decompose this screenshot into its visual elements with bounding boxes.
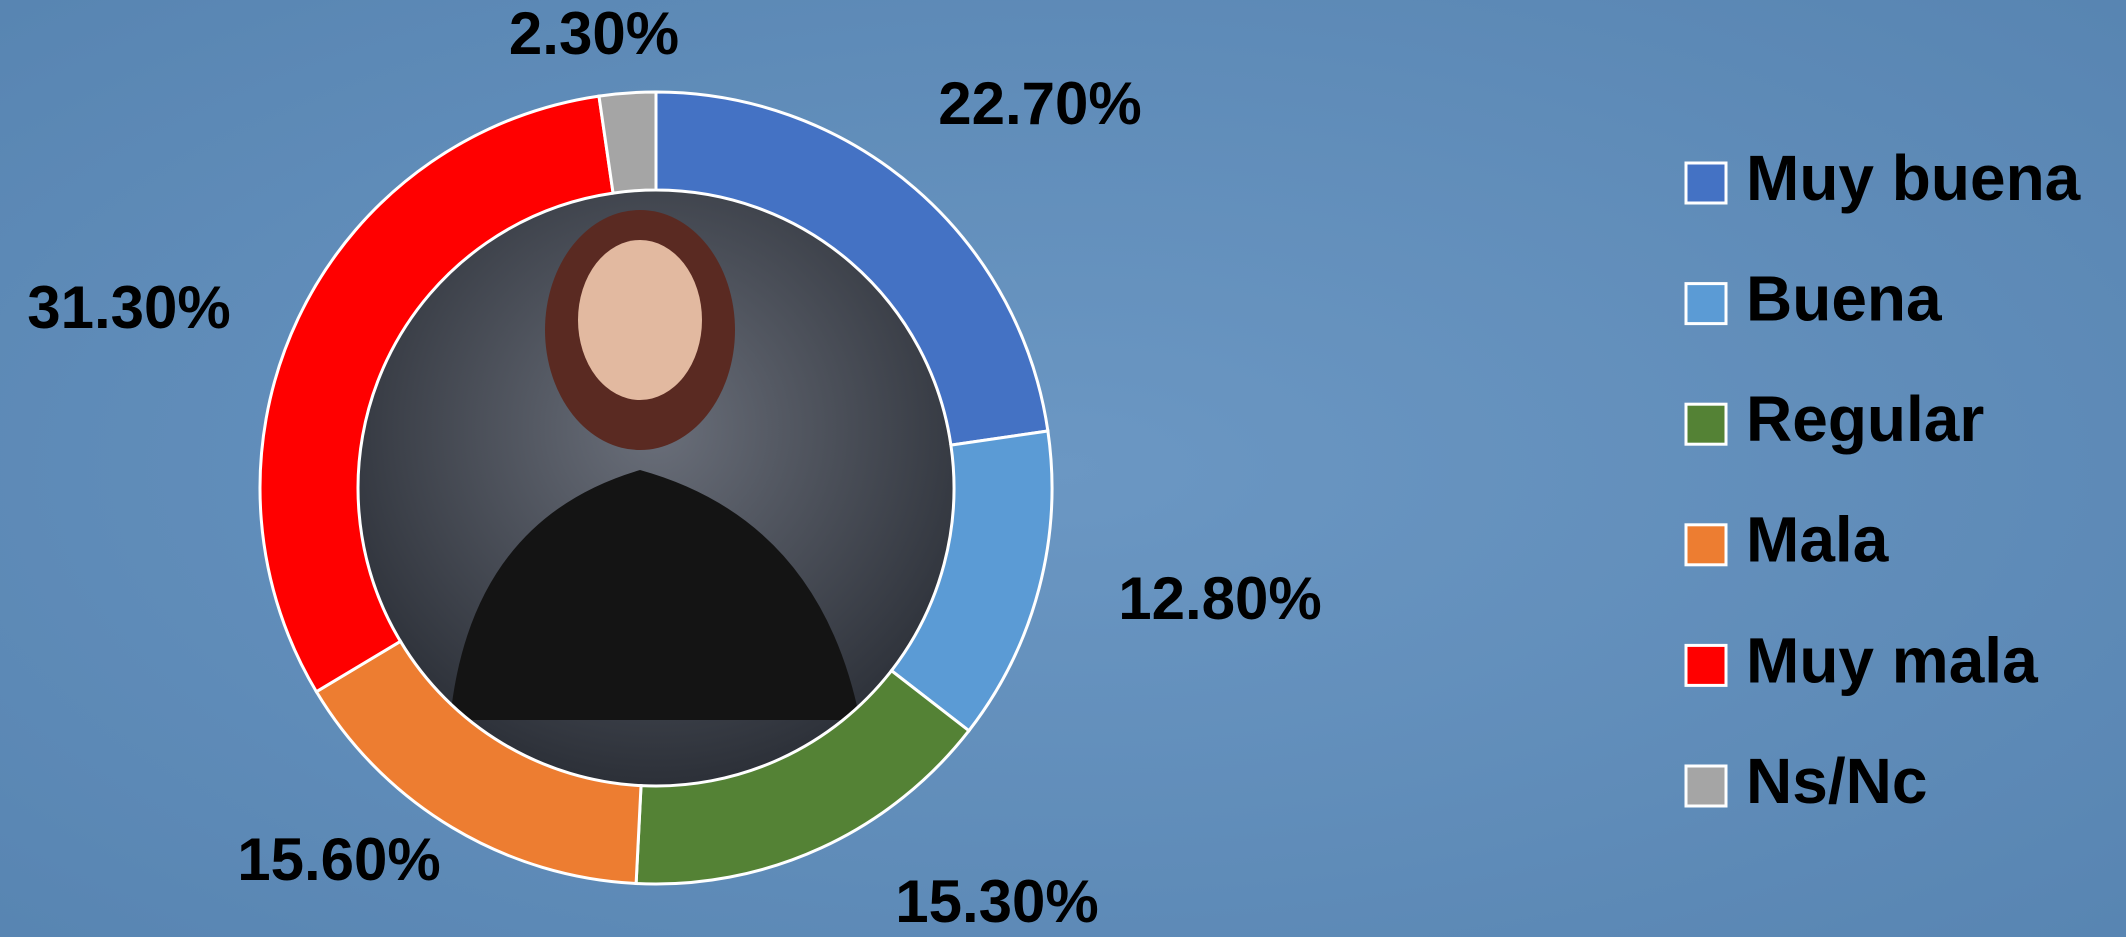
data-label: 2.30% [509,0,679,67]
legend-swatch [1684,523,1728,567]
legend-swatch [1684,643,1728,687]
photo [358,190,954,786]
data-label: 22.70% [938,70,1142,137]
legend-label: Mala [1746,504,1889,576]
donut-segment [258,94,615,694]
donut-segment [597,90,658,195]
data-label: 31.30% [27,274,231,341]
legend-swatch [1684,161,1728,205]
data-label: 12.80% [1118,565,1322,632]
legend-label: Muy mala [1746,624,2038,696]
data-label: 15.30% [895,868,1099,935]
legend-swatch [1684,282,1728,326]
legend-label: Buena [1746,263,1942,335]
data-label: 15.60% [237,826,441,893]
legend-label: Ns/Nc [1746,745,1927,817]
legend-swatch [1684,402,1728,446]
legend-swatch [1684,764,1728,808]
legend-label: Muy buena [1746,142,2081,214]
donut-segment [654,90,1050,447]
legend-label: Regular [1746,383,1984,455]
